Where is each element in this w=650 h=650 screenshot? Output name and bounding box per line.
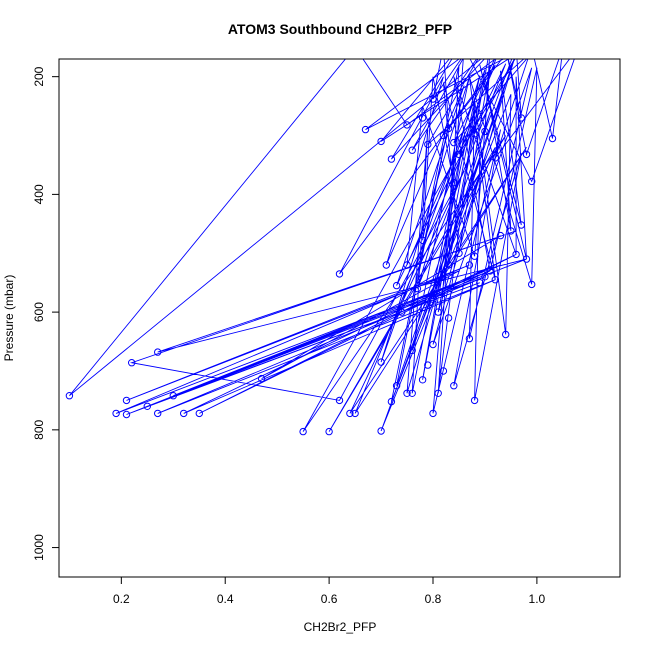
y-tick-label: 200: [32, 66, 46, 86]
data-point: [429, 340, 437, 349]
x-axis: 0.2 0.4 0.6 0.8 1.0: [113, 577, 546, 606]
data-point: [169, 392, 178, 400]
data-point: [377, 137, 385, 146]
data-point: [195, 409, 204, 418]
data-point: [429, 295, 437, 303]
data-point: [470, 396, 479, 405]
x-tick-label: 0.2: [113, 592, 130, 606]
data-point: [180, 409, 188, 418]
data-point: [403, 261, 411, 269]
data-point: [450, 382, 458, 390]
data-point: [418, 114, 427, 122]
data-point: [439, 131, 448, 140]
y-tick-label: 800: [32, 420, 46, 440]
data-point: [351, 409, 359, 418]
data-point: [398, 308, 406, 316]
data-point: [486, 267, 494, 275]
data-point: [444, 314, 453, 322]
data-point: [522, 255, 531, 263]
data-point: [444, 261, 453, 269]
data-point: [424, 361, 432, 369]
data-point: [429, 409, 437, 418]
y-axis-label: Pressure (mbar): [2, 275, 16, 362]
data-point: [434, 389, 442, 397]
y-axis: 200 400 600 800 1000: [32, 66, 59, 561]
data-point: [444, 124, 453, 133]
data-point: [382, 261, 390, 269]
data-point: [481, 273, 489, 281]
data-point: [128, 359, 136, 367]
data-point: [434, 308, 442, 316]
data-point: [335, 270, 344, 278]
data-point: [122, 396, 131, 405]
series-line: [69, 59, 575, 432]
data-point: [299, 427, 307, 436]
plot-frame: [58, 58, 621, 578]
data-point: [522, 150, 531, 159]
x-tick-label: 0.6: [321, 592, 338, 606]
data-point: [424, 140, 432, 149]
data-point: [465, 334, 474, 343]
data-point: [325, 427, 333, 436]
data-point: [528, 280, 536, 289]
y-tick-label: 600: [32, 302, 46, 322]
data-point: [335, 396, 344, 405]
data-point: [361, 125, 370, 134]
chart-title: ATOM3 Southbound CH2Br2_PFP: [228, 21, 452, 37]
data-point: [470, 130, 479, 138]
data-point: [491, 276, 499, 284]
data-point: [403, 389, 411, 397]
x-tick-label: 0.4: [217, 592, 234, 606]
data-point: [387, 397, 396, 406]
data-point: [413, 284, 422, 293]
data-point: [496, 231, 505, 240]
data-point: [465, 261, 474, 269]
data-point: [392, 382, 401, 390]
data-point: [418, 376, 427, 384]
data-point: [476, 279, 484, 287]
data-point: [481, 127, 489, 136]
data-point: [491, 154, 499, 162]
data-point: [377, 427, 385, 435]
x-tick-label: 0.8: [425, 592, 442, 606]
data-point: [548, 134, 557, 143]
data-point: [455, 150, 463, 159]
data-point: [450, 138, 458, 147]
data-point: [455, 249, 463, 258]
data-point: [408, 389, 416, 397]
data-point: [429, 95, 437, 103]
data-point: [143, 402, 152, 410]
data-point: [528, 177, 536, 186]
data-point: [257, 374, 266, 383]
data-point: [387, 155, 396, 163]
data-point: [65, 392, 74, 400]
data-point: [408, 146, 416, 154]
data-point: [470, 252, 479, 260]
y-tick-label: 1000: [32, 534, 46, 561]
data-point: [512, 250, 520, 259]
data-point: [392, 281, 401, 290]
y-tick-label: 400: [32, 184, 46, 204]
data-point: [154, 348, 162, 356]
data-point: [377, 358, 385, 366]
data-point: [408, 346, 416, 355]
x-tick-label: 1.0: [529, 592, 546, 606]
data-point: [450, 178, 458, 187]
x-axis-label: CH2Br2_PFP: [304, 620, 377, 634]
data-point: [517, 221, 525, 229]
data-point: [122, 410, 131, 419]
data-point: [418, 236, 427, 245]
data-point: [439, 367, 448, 375]
data-point: [154, 409, 162, 418]
data-point: [403, 121, 411, 129]
data-point: [502, 330, 510, 339]
data-point: [346, 409, 354, 418]
data-point: [507, 227, 515, 235]
data-point: [112, 409, 120, 418]
data-point: [517, 114, 525, 122]
